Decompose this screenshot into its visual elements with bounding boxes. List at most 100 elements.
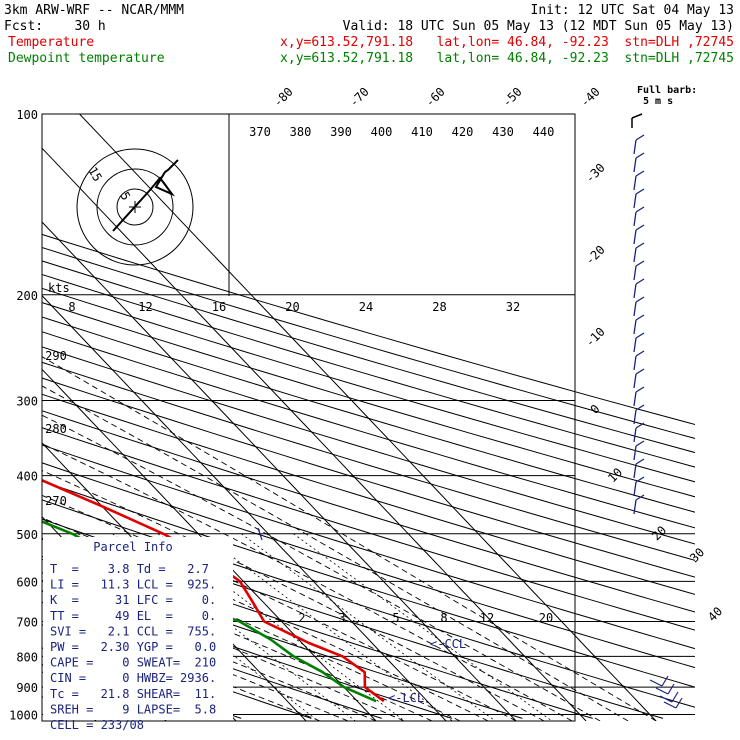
- dry-adiabat-line: [42, 427, 695, 631]
- wind-barb: [635, 260, 645, 267]
- wind-barb: [633, 319, 637, 335]
- pressure-label: 900: [16, 681, 38, 695]
- theta-label: 290: [45, 349, 67, 363]
- wind-barb: [635, 152, 645, 159]
- isotherm-label: -50: [500, 85, 525, 110]
- mixing-ratio-line: [157, 533, 405, 721]
- dry-adiabat-line: [42, 287, 695, 483]
- isotherm-line: [42, 294, 447, 721]
- temperature-legend: Temperature: [8, 35, 94, 50]
- isotherm-line: [42, 147, 587, 721]
- mixing-ratio-label: 32: [506, 300, 520, 314]
- barb-legend-title: Full barb:: [637, 85, 697, 96]
- wind-barb: [655, 687, 669, 695]
- forecast-hour: Fcst: 30 h: [4, 19, 106, 34]
- isotherm-label: -80: [271, 85, 296, 110]
- dry-adiabat-line: [42, 601, 382, 719]
- dry-adiabat-line: [42, 393, 695, 595]
- wind-barb: [633, 301, 637, 317]
- wind-barb: [633, 247, 637, 263]
- wind-barb: [633, 409, 637, 425]
- parcel-info-row: LI = 11.3 LCL = 925.: [50, 578, 216, 592]
- wind-barb: [633, 265, 637, 281]
- wind-barb: [633, 499, 637, 515]
- potential-temperature-label: 380: [290, 125, 312, 139]
- wind-barb: [635, 386, 645, 393]
- mixing-ratio-label: 12: [480, 611, 494, 625]
- wind-barb: [633, 445, 637, 461]
- mixing-ratio-label: 8: [440, 611, 447, 625]
- wind-barb: [635, 440, 645, 447]
- wind-barb: [635, 350, 645, 357]
- wind-barb: [635, 206, 645, 213]
- parcel-info-row: CAPE = 0 SWEAT= 210: [50, 656, 216, 670]
- model-title: 3km ARW-WRF -- NCAR/MMM: [4, 3, 184, 18]
- mixing-ratio-label: 16: [212, 300, 226, 314]
- wind-barb: [635, 134, 645, 141]
- mixing-ratio-label: 12: [138, 300, 152, 314]
- pressure-label: 700: [16, 616, 38, 630]
- dry-adiabat-line: [42, 316, 695, 513]
- wind-barb: [635, 224, 645, 231]
- wind-barb: [633, 481, 637, 497]
- potential-temperature-label: 440: [533, 125, 555, 139]
- parcel-info-row: Tc = 21.8 SHEAR= 11.: [50, 687, 216, 701]
- wind-barb: [635, 494, 645, 501]
- parcel-info-row: T = 3.8 Td = 2.7: [50, 562, 209, 576]
- potential-temperature-label: 410: [411, 125, 433, 139]
- wind-barb: [667, 683, 675, 695]
- dry-adiabat-line: [42, 410, 695, 613]
- isotherm-label: -60: [423, 85, 448, 110]
- isotherm-line: [42, 221, 517, 721]
- parcel-info-row: K = 31 LFC = 0.: [50, 593, 216, 607]
- mixing-ratio-label: 24: [359, 300, 373, 314]
- dry-adiabat-line: [42, 246, 695, 439]
- potential-temperature-label: 430: [492, 125, 514, 139]
- parcel-info-background: [43, 537, 233, 720]
- dewpoint-location-info: x,y=613.52,791.18 lat,lon= 46.84, -92.23…: [280, 51, 734, 66]
- potential-temperature-label: 420: [452, 125, 474, 139]
- parcel-info-row: PW = 2.30 YGP = 0.0: [50, 640, 216, 654]
- wind-barb: [635, 422, 645, 429]
- dry-adiabat-line: [42, 302, 695, 498]
- temperature-profile-line: [42, 478, 385, 703]
- wind-barb: [635, 278, 645, 285]
- moist-adiabat-line: [42, 414, 601, 721]
- dewpoint-legend: Dewpoint temperature: [8, 51, 165, 66]
- wind-barb: [635, 296, 645, 303]
- mixing-ratio-line: [293, 533, 553, 721]
- isotherm-label: 0: [588, 402, 603, 417]
- wind-barb: [633, 283, 637, 299]
- wind-barb: [633, 463, 637, 479]
- wind-barb: [633, 391, 637, 407]
- mixing-ratio-label: 2: [298, 611, 305, 625]
- hodograph-trace: [112, 159, 179, 232]
- wind-barb: [633, 139, 637, 155]
- isotherm-label: -30: [583, 161, 608, 186]
- hodograph-ring: [116, 188, 154, 226]
- wind-barb: [633, 427, 637, 443]
- isotherm-label: -40: [578, 85, 603, 110]
- wind-barb: [633, 355, 637, 371]
- lcl-label: <-LCL: [388, 691, 424, 705]
- parcel-info-panel: Parcel Info T = 3.8 Td = 2.7 LI = 11.3 LCL…: [43, 537, 233, 732]
- parcel-info-row: TT = 49 EL = 0.: [50, 609, 216, 623]
- plot-frame: [41, 113, 576, 722]
- dry-adiabat-line: [42, 260, 695, 454]
- pressure-label: 1000: [9, 709, 38, 723]
- valid-time: Valid: 18 UTC Sun 05 May 13 (12 MDT Sun …: [343, 19, 734, 34]
- dry-adiabat-line: [42, 233, 695, 426]
- wind-barb: [635, 332, 645, 339]
- moist-adiabat-line: [42, 494, 517, 721]
- dry-adiabat-line: [42, 444, 695, 650]
- wind-barb: [633, 373, 637, 389]
- parcel-info-row: CELL = 233/08: [50, 718, 144, 732]
- dry-adiabat-line: [42, 346, 695, 545]
- mixing-ratio-label: 20: [539, 611, 553, 625]
- pressure-label: 300: [16, 395, 38, 409]
- wind-barbs: [257, 113, 683, 709]
- moist-adiabat-line: [42, 572, 405, 721]
- wind-barb: [635, 404, 645, 411]
- wind-barb: [635, 368, 645, 375]
